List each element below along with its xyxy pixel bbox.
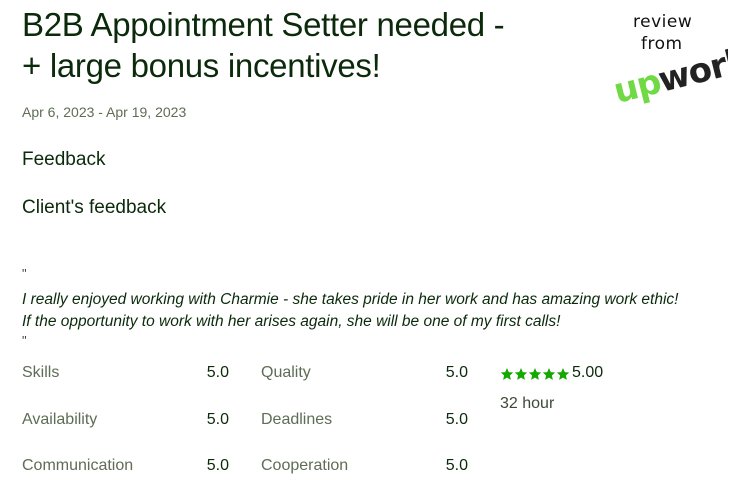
communication-label: Communication: [22, 457, 134, 474]
star-icon: [528, 368, 542, 380]
client-feedback-quote: I really enjoyed working with Charmie - …: [22, 289, 722, 333]
communication-score: 5.0: [206, 457, 229, 474]
quality-label: Quality: [261, 364, 311, 381]
star-icon: [500, 368, 514, 380]
cooperation-label: Cooperation: [261, 457, 349, 474]
job-title-line-1: B2B Appointment Setter needed -: [22, 6, 505, 43]
deadlines-label: Deadlines: [261, 411, 333, 428]
job-title: B2B Appointment Setter needed - + large …: [22, 4, 582, 86]
quote-line-2: If the opportunity to work with her aris…: [22, 313, 561, 330]
star-icon: [514, 368, 528, 380]
quality-score: 5.0: [445, 364, 468, 381]
upwork-logo-text-work: work: [654, 46, 728, 101]
availability-label: Availability: [22, 411, 98, 428]
quote-line-1: I really enjoyed working with Charmie - …: [22, 291, 679, 308]
client-feedback-heading: Client's feedback: [22, 197, 167, 218]
badge-from-text: from: [641, 34, 683, 54]
deadlines-score: 5.0: [445, 411, 468, 428]
badge-review-text: review: [633, 12, 693, 32]
quote-close-mark: ": [22, 333, 27, 348]
hours-worked: 32 hour: [500, 395, 555, 412]
upwork-logo: up work: [610, 46, 728, 104]
star-icon: [542, 368, 556, 380]
overall-star-rating: [500, 364, 570, 384]
feedback-heading: Feedback: [22, 149, 106, 170]
overall-score: 5.00: [572, 364, 604, 381]
review-from-upwork-badge: review from up work: [600, 8, 728, 104]
contract-date-range: Apr 6, 2023 - Apr 19, 2023: [22, 104, 187, 120]
quote-open-mark: ": [22, 266, 27, 281]
job-title-line-2: + large bonus incentives!: [22, 47, 381, 84]
star-icon: [556, 368, 570, 380]
availability-score: 5.0: [206, 411, 229, 428]
cooperation-score: 5.0: [445, 457, 468, 474]
skills-score: 5.0: [206, 364, 229, 381]
skills-label: Skills: [22, 364, 60, 381]
